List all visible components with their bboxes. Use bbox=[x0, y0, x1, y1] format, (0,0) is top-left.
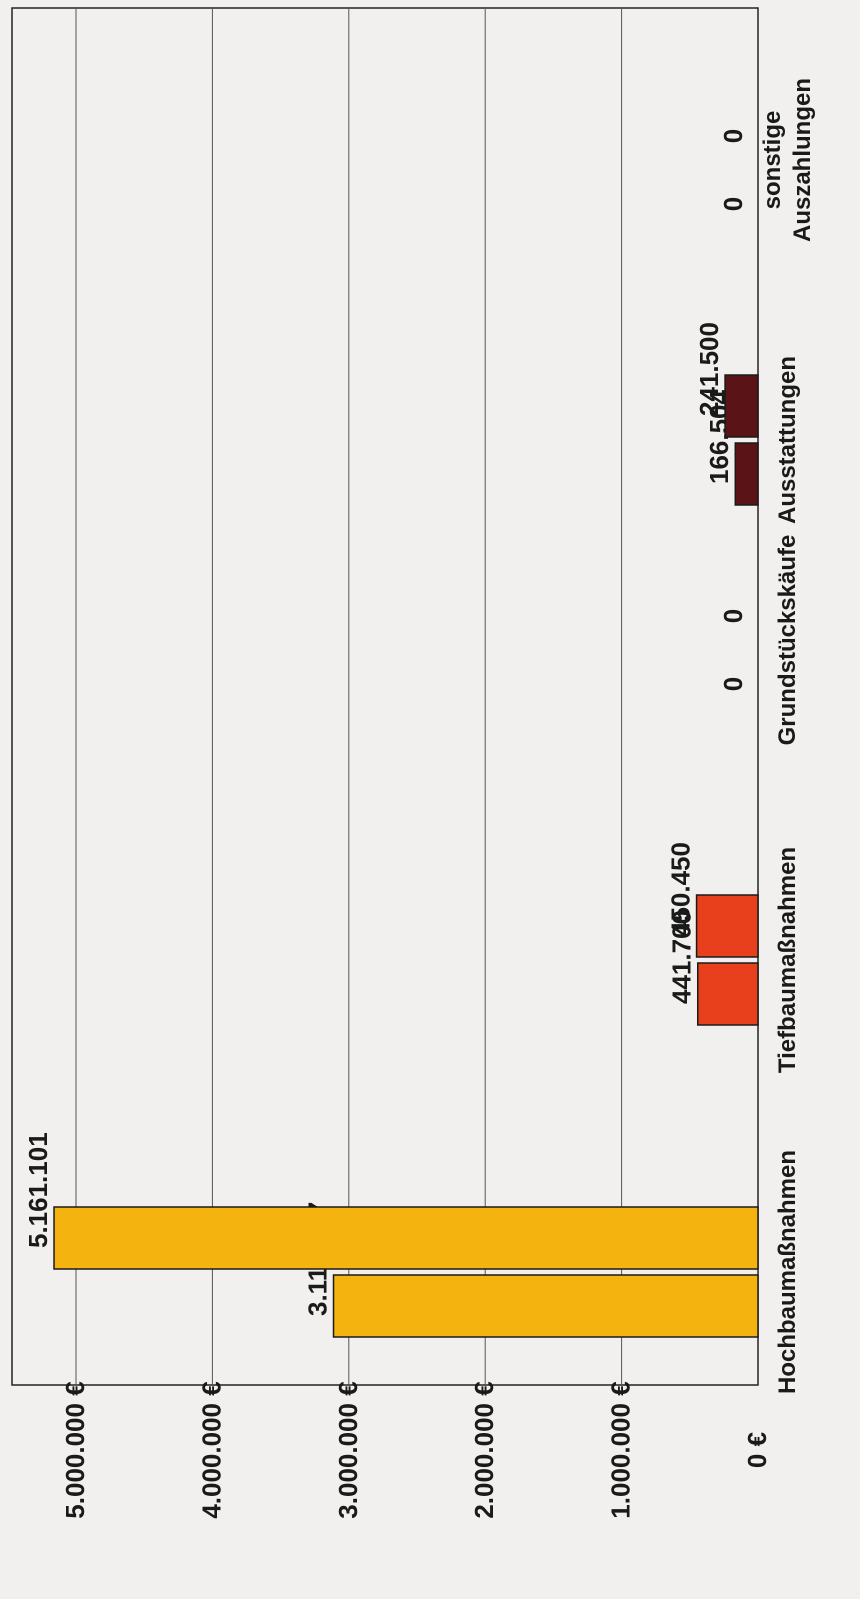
bar bbox=[724, 374, 759, 438]
category-label: Auszahlungen bbox=[789, 78, 816, 242]
y-tick-label: 5.000.000 € bbox=[60, 1381, 90, 1518]
y-tick-label: 4.000.000 € bbox=[196, 1381, 226, 1518]
value-label: 5.161.101 bbox=[23, 1132, 53, 1248]
y-tick-label: 1.000.000 € bbox=[606, 1381, 636, 1518]
value-label: 0 bbox=[718, 197, 748, 211]
category-label: Grundstückskäufe bbox=[774, 535, 801, 746]
y-tick-label: 2.000.000 € bbox=[469, 1381, 499, 1518]
value-label: 241.500 bbox=[694, 322, 724, 416]
bar bbox=[695, 894, 759, 958]
category-label: sonstige bbox=[759, 111, 786, 210]
category-label: Ausstattungen bbox=[774, 356, 801, 524]
category-label: Hochbaumaßnahmen bbox=[774, 1150, 801, 1394]
y-tick-label: 0 € bbox=[742, 1432, 772, 1468]
value-label: 0 bbox=[718, 677, 748, 691]
value-label: 441.700 bbox=[667, 910, 697, 1004]
y-tick-label: 3.000.000 € bbox=[333, 1381, 363, 1518]
value-label: 0 bbox=[718, 129, 748, 143]
bar bbox=[697, 962, 759, 1026]
value-label: 450.450 bbox=[665, 842, 695, 936]
bar bbox=[332, 1274, 759, 1338]
bar bbox=[734, 442, 759, 506]
bar bbox=[53, 1206, 759, 1270]
value-label: 0 bbox=[718, 609, 748, 623]
category-label: Tiefbaumaßnahmen bbox=[774, 847, 801, 1073]
plot-frame bbox=[11, 7, 759, 1386]
